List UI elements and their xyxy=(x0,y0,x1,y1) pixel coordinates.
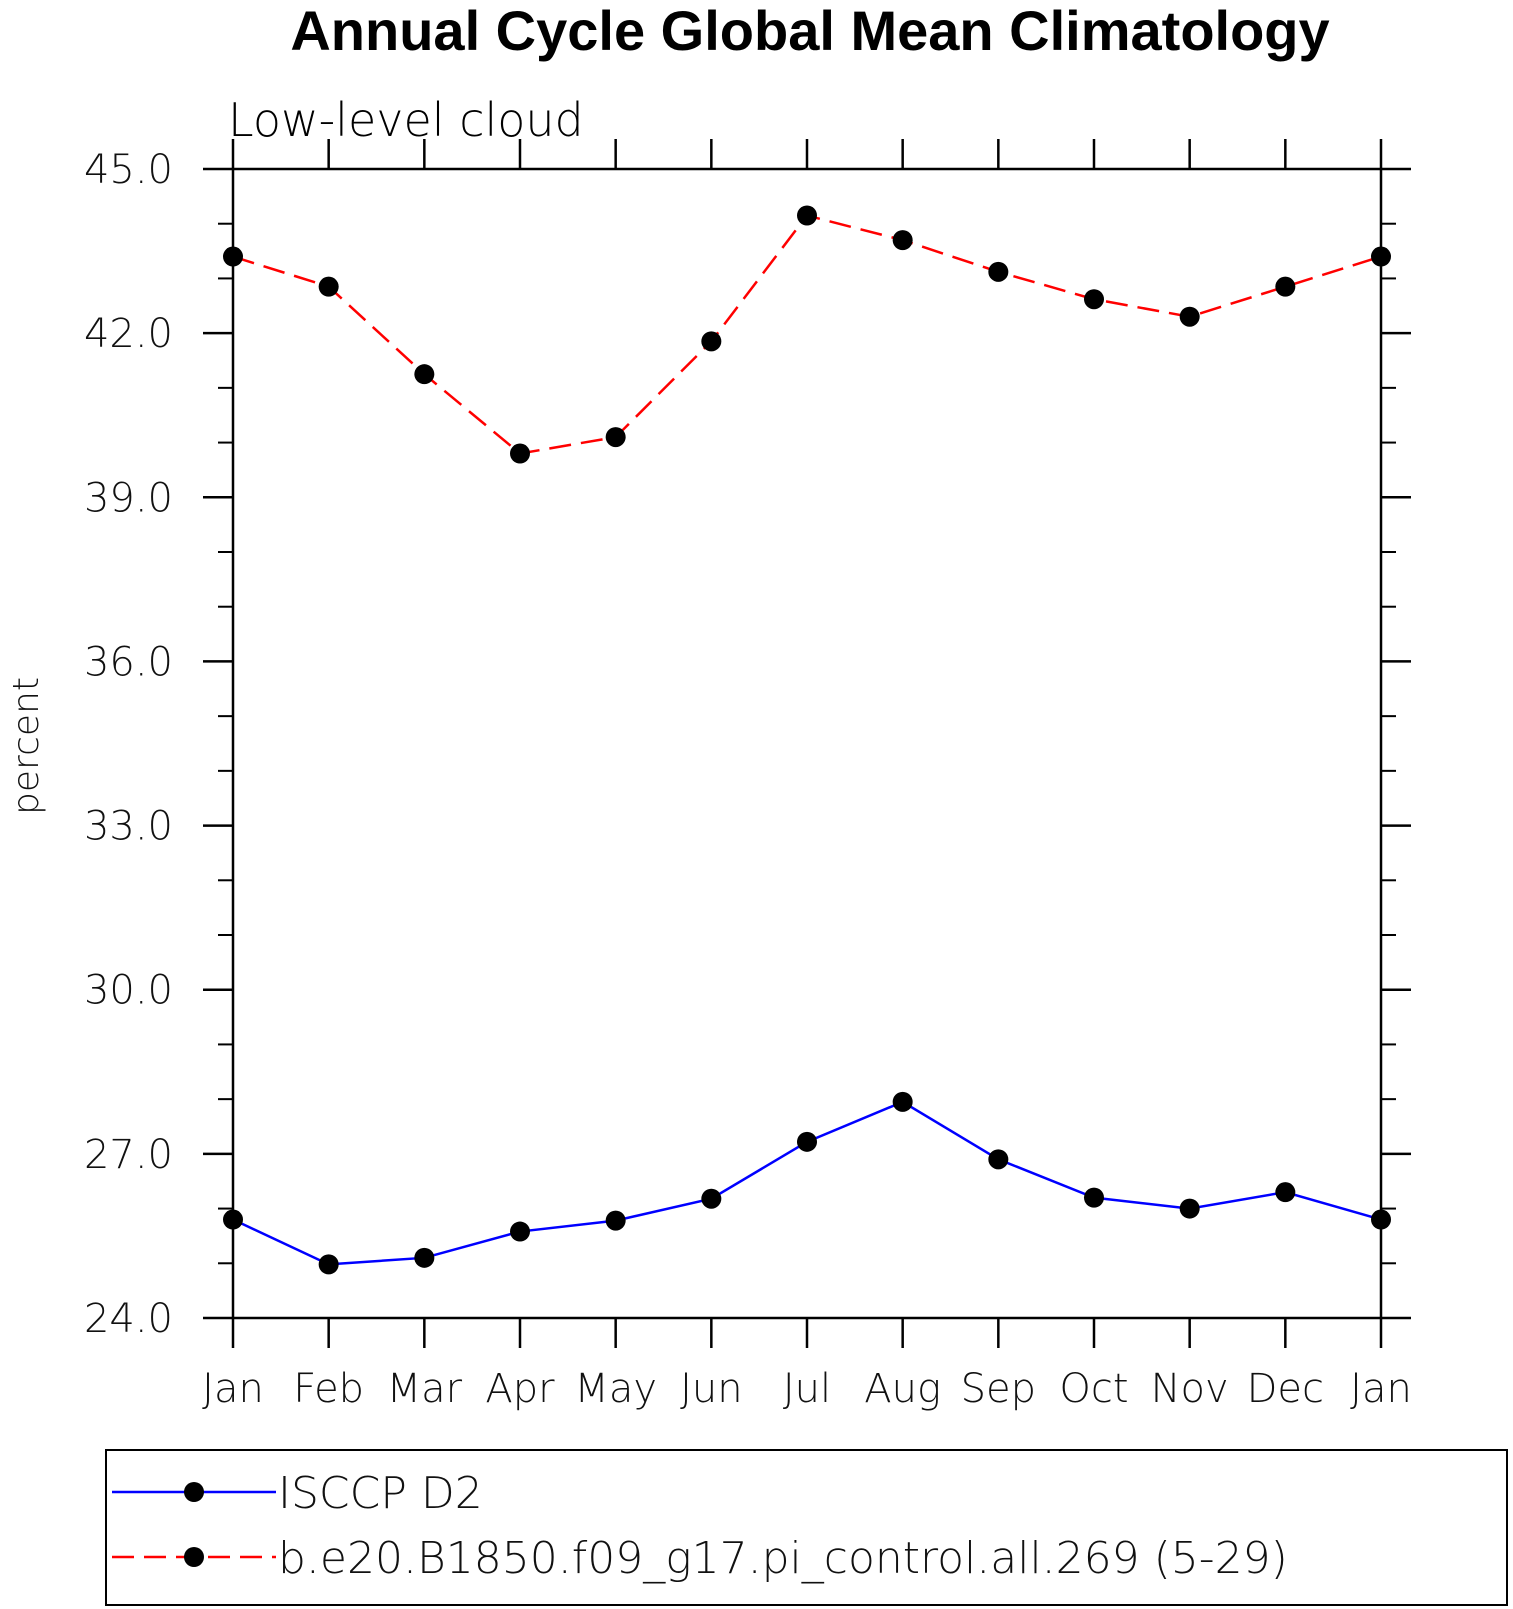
x-tick-label: Apr xyxy=(485,1366,555,1412)
y-tick-label: 33.0 xyxy=(84,804,173,850)
y-axis-ticks: 24.0 27.0 30.0 33.0 36.0 39.0 42.0 45.0 xyxy=(84,147,1411,1342)
data-point xyxy=(1179,306,1200,327)
data-point xyxy=(1275,276,1296,297)
legend-item: ISCCP D2 xyxy=(112,1468,483,1519)
series-1 xyxy=(223,1091,1391,1275)
data-point xyxy=(1179,1198,1200,1219)
series-line xyxy=(232,214,1382,455)
data-point xyxy=(1371,246,1391,267)
y-tick-label: 45.0 xyxy=(84,147,173,193)
x-tick-label: Dec xyxy=(1247,1366,1324,1412)
data-point xyxy=(318,1254,339,1275)
legend-marker xyxy=(184,1547,204,1567)
series-layer xyxy=(223,205,1391,1275)
data-point xyxy=(988,261,1009,282)
data-point xyxy=(605,1210,626,1231)
x-tick-label: Mar xyxy=(387,1366,463,1412)
x-tick-label: Nov xyxy=(1151,1366,1229,1412)
data-point xyxy=(414,1247,435,1268)
data-point xyxy=(1084,289,1104,310)
legend-box xyxy=(105,1449,1508,1606)
legend-item: b.e20.B1850.f09_g17.pi_control.all.269 (… xyxy=(112,1533,1288,1584)
x-tick-label: Jan xyxy=(1350,1366,1412,1412)
data-point xyxy=(1084,1187,1104,1208)
y-tick-label: 30.0 xyxy=(84,968,173,1014)
series-2 xyxy=(223,205,1391,464)
data-point xyxy=(797,205,817,226)
data-point xyxy=(223,1209,243,1230)
data-point xyxy=(797,1131,817,1152)
x-axis-ticks: Jan Feb Mar Apr May Jun Jul Aug Sep Oct Nov Dec Jan xyxy=(202,139,1412,1412)
data-point xyxy=(892,1091,913,1112)
x-tick-label: Sep xyxy=(961,1366,1036,1412)
data-point xyxy=(988,1149,1009,1170)
data-point xyxy=(1275,1182,1296,1203)
data-point xyxy=(701,331,722,352)
y-tick-label: 39.0 xyxy=(84,475,173,521)
legend-label: ISCCP D2 xyxy=(278,1468,483,1519)
x-tick-label: Oct xyxy=(1059,1366,1128,1412)
y-tick-label: 42.0 xyxy=(84,311,173,357)
legend: ISCCP D2 b.e20.B1850.f09_g17.pi_control.a… xyxy=(105,1449,1508,1606)
data-point xyxy=(510,443,530,464)
data-point xyxy=(892,230,913,251)
x-tick-label: Jun xyxy=(680,1366,743,1412)
x-tick-label: May xyxy=(574,1366,657,1412)
data-point xyxy=(414,364,435,385)
y-tick-label: 36.0 xyxy=(84,639,173,685)
x-tick-label: Jul xyxy=(783,1366,831,1412)
data-point xyxy=(605,427,626,448)
y-axis-label: percent xyxy=(6,677,47,815)
x-tick-label: Aug xyxy=(864,1366,941,1412)
data-point xyxy=(318,276,339,297)
data-point xyxy=(510,1221,530,1242)
y-tick-label: 27.0 xyxy=(84,1132,173,1178)
legend-marker xyxy=(184,1482,204,1502)
data-point xyxy=(1371,1209,1391,1230)
x-tick-label: Jan xyxy=(202,1366,264,1412)
x-tick-label: Feb xyxy=(293,1366,364,1412)
series-line xyxy=(232,1100,1382,1266)
chart-title: Annual Cycle Global Mean Climatology xyxy=(290,0,1329,62)
y-tick-label: 24.0 xyxy=(84,1296,173,1342)
data-point xyxy=(701,1188,722,1209)
chart-subtitle: Low-level cloud xyxy=(228,93,584,147)
data-point xyxy=(223,246,243,267)
legend-label: b.e20.B1850.f09_g17.pi_control.all.269 (… xyxy=(278,1533,1288,1584)
